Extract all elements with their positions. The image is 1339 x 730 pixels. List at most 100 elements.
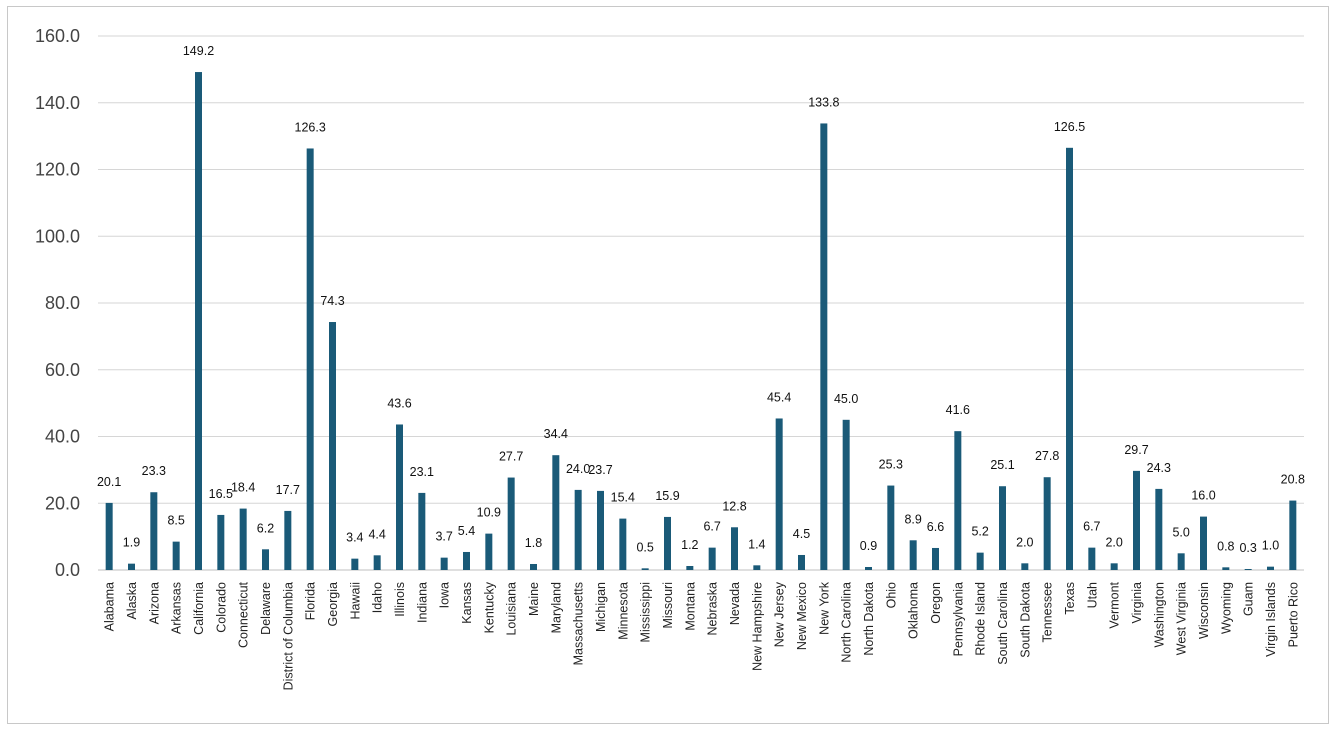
bar	[820, 123, 828, 570]
y-tick-label: 20.0	[45, 493, 80, 513]
bar	[329, 322, 336, 570]
x-tick-label: Virgin Islands	[1264, 582, 1278, 657]
bar	[597, 490, 604, 570]
bar	[373, 555, 381, 570]
y-tick-label: 40.0	[45, 427, 80, 447]
bar	[284, 510, 292, 570]
bar	[105, 502, 113, 570]
data-label: 2.0	[1016, 535, 1033, 549]
data-label: 25.3	[879, 458, 903, 472]
bar	[507, 477, 515, 570]
data-label: 74.3	[320, 294, 344, 308]
gridlines	[98, 35, 1304, 571]
x-tick-label: Indiana	[415, 582, 429, 623]
bar	[396, 424, 403, 570]
x-axis-ticks: Alabama Alaska Arizona Arkansas California Co…	[103, 581, 1301, 690]
data-label: 8.9	[904, 512, 921, 526]
bar	[1289, 500, 1297, 570]
data-label: 17.7	[276, 483, 300, 497]
bar	[1155, 488, 1163, 570]
x-tick-label: New Jersey	[773, 581, 787, 647]
data-label: 1.0	[1262, 539, 1279, 553]
data-label: 25.1	[990, 458, 1014, 472]
x-tick-label: Vermont	[1108, 581, 1122, 628]
bar	[842, 419, 850, 570]
x-tick-label: Louisiana	[505, 582, 519, 636]
x-tick-label: Illinois	[393, 582, 407, 617]
data-label: 3.4	[346, 531, 363, 545]
bar	[976, 552, 984, 570]
data-label: 20.1	[97, 475, 121, 489]
data-label: 23.3	[142, 464, 166, 478]
bar	[440, 557, 448, 570]
bar	[1088, 547, 1096, 570]
bar	[1200, 516, 1207, 570]
x-tick-label: Ohio	[884, 582, 898, 608]
bar	[1267, 566, 1274, 570]
x-tick-label: Puerto Rico	[1286, 582, 1300, 647]
data-label: 126.5	[1054, 120, 1085, 134]
y-tick-label: 0.0	[55, 560, 80, 580]
bar	[1244, 568, 1252, 570]
x-tick-label: West Virginia	[1175, 582, 1189, 655]
bar	[999, 486, 1006, 570]
bar	[1021, 563, 1029, 570]
x-tick-label: District of Columbia	[281, 582, 295, 690]
bar	[150, 492, 158, 570]
data-label: 6.6	[927, 520, 944, 534]
bar	[731, 527, 738, 570]
bar	[1066, 147, 1073, 570]
data-label: 5.4	[458, 524, 475, 538]
x-tick-label: Missouri	[661, 582, 675, 629]
data-label: 41.6	[946, 403, 970, 417]
bar	[798, 554, 805, 570]
data-label: 2.0	[1105, 535, 1122, 549]
bar	[641, 568, 649, 570]
data-label: 0.8	[1217, 539, 1234, 553]
x-tick-label: Hawaii	[348, 582, 362, 620]
data-label: 16.0	[1191, 489, 1215, 503]
bar	[708, 547, 716, 570]
data-label: 133.8	[808, 95, 839, 109]
x-tick-label: Nebraska	[706, 582, 720, 636]
x-tick-label: South Carolina	[996, 582, 1010, 665]
bar	[1222, 567, 1230, 570]
data-label: 20.8	[1281, 473, 1305, 487]
data-label: 43.6	[387, 396, 411, 410]
bars	[105, 72, 1297, 571]
data-label: 23.1	[410, 465, 434, 479]
x-tick-label: New Mexico	[795, 582, 809, 650]
y-tick-label: 120.0	[35, 160, 80, 180]
bar	[1133, 470, 1140, 570]
x-tick-label: Washington	[1152, 582, 1166, 648]
data-label: 1.2	[681, 538, 698, 552]
bar	[530, 563, 537, 570]
bar	[262, 549, 269, 570]
data-label: 24.0	[566, 462, 590, 476]
x-tick-label: New Hampshire	[750, 582, 764, 671]
bar	[954, 431, 962, 570]
bar	[351, 558, 359, 570]
data-label: 3.7	[435, 530, 452, 544]
x-tick-label: Tennessee	[1041, 582, 1055, 643]
data-label: 45.0	[834, 392, 858, 406]
bar	[887, 485, 895, 570]
x-tick-label: Montana	[683, 582, 697, 631]
x-tick-label: Delaware	[259, 582, 273, 635]
bar	[172, 541, 180, 570]
x-tick-label: Maryland	[549, 582, 563, 633]
bar	[753, 565, 761, 570]
data-label: 15.4	[611, 491, 635, 505]
y-tick-label: 160.0	[35, 26, 80, 46]
bar	[239, 508, 247, 570]
data-label: 5.2	[971, 525, 988, 539]
x-tick-label: Guam	[1242, 582, 1256, 616]
x-tick-label: Idaho	[371, 582, 385, 613]
data-label: 23.7	[588, 463, 612, 477]
data-label: 126.3	[295, 120, 326, 134]
data-label: 0.5	[636, 540, 653, 554]
bar	[1177, 553, 1185, 570]
y-axis-ticks: 0.0 20.0 40.0 60.0 80.0 100.0 120.0 140.0 160.0	[35, 26, 80, 580]
bar	[485, 533, 493, 570]
x-tick-label: Massachusetts	[572, 582, 586, 665]
